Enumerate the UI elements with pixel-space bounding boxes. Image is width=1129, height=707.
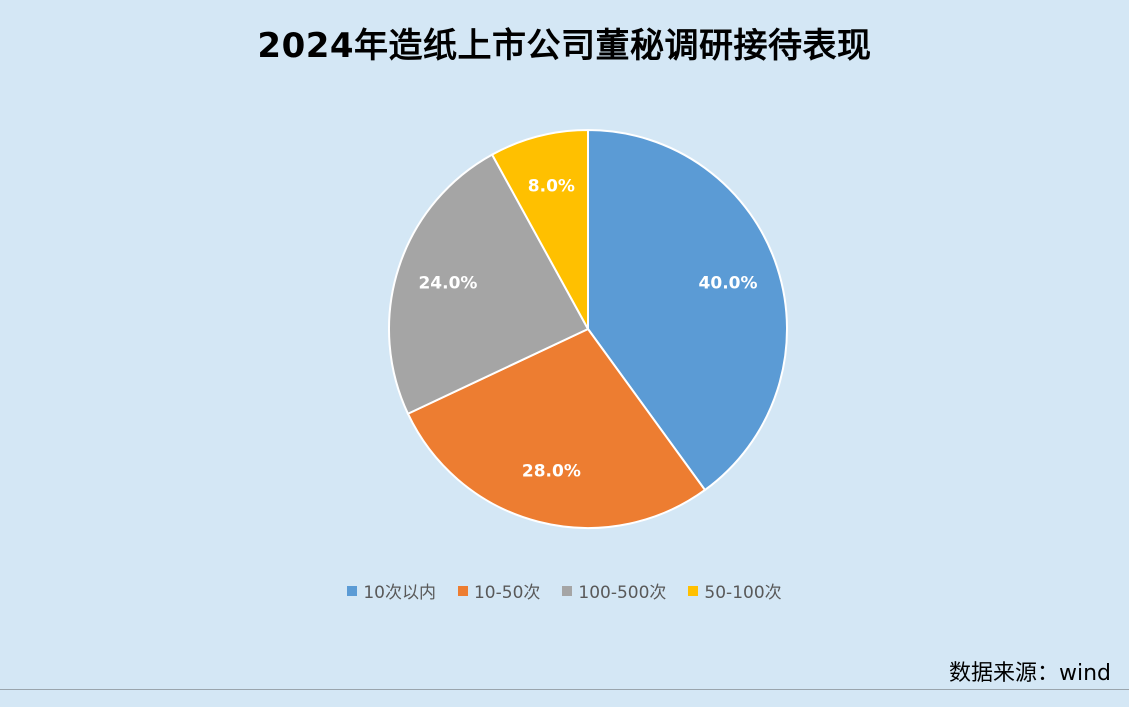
pie-slice-3 bbox=[388, 153, 590, 416]
legend-item: 10-50次 bbox=[457, 578, 541, 603]
legend-item: 50-100次 bbox=[688, 578, 782, 603]
legend-swatch bbox=[562, 585, 573, 596]
slice-value-label: 28.0% bbox=[522, 462, 581, 482]
pie-slice-4 bbox=[490, 128, 589, 330]
pie-slice-2 bbox=[406, 327, 707, 529]
legend: 10次以内 10-50次 100-500次 50-100次 bbox=[0, 578, 1129, 603]
slice-value-label: 24.0% bbox=[418, 273, 477, 293]
legend-swatch bbox=[457, 585, 468, 596]
pie-slice-1 bbox=[587, 128, 788, 492]
legend-label: 10-50次 bbox=[473, 583, 541, 603]
legend-label: 100-500次 bbox=[578, 583, 667, 603]
chart-title: 2024年造纸上市公司董秘调研接待表现 bbox=[257, 26, 872, 66]
slice-value-label: 8.0% bbox=[528, 176, 575, 196]
legend-item: 100-500次 bbox=[562, 578, 666, 603]
legend-swatch bbox=[688, 585, 699, 596]
slice-value-label: 40.0% bbox=[699, 273, 758, 293]
legend-item: 10次以内 bbox=[347, 578, 436, 603]
legend-label: 50-100次 bbox=[704, 583, 782, 603]
source-note: 数据来源：wind bbox=[948, 661, 1111, 686]
legend-label: 10次以内 bbox=[363, 583, 436, 603]
legend-swatch bbox=[347, 585, 358, 596]
bottom-divider bbox=[0, 689, 1129, 690]
